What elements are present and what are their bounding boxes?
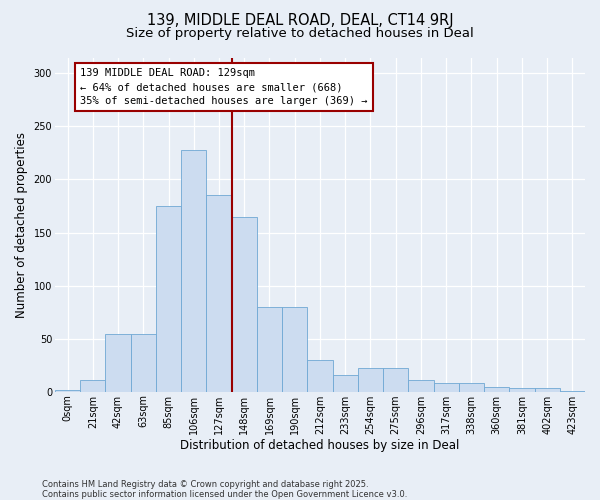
Bar <box>55 390 80 392</box>
Text: Size of property relative to detached houses in Deal: Size of property relative to detached ho… <box>126 28 474 40</box>
Bar <box>509 388 535 392</box>
Bar <box>80 380 106 392</box>
Bar <box>535 388 560 392</box>
Bar <box>484 388 509 392</box>
Bar <box>282 307 307 392</box>
Bar <box>232 216 257 392</box>
Bar <box>434 383 459 392</box>
Bar <box>307 360 332 392</box>
Bar <box>560 390 585 392</box>
Bar <box>131 334 156 392</box>
Bar <box>358 368 383 392</box>
Y-axis label: Number of detached properties: Number of detached properties <box>15 132 28 318</box>
Bar <box>332 374 358 392</box>
Bar <box>206 196 232 392</box>
Bar <box>409 380 434 392</box>
Bar <box>459 383 484 392</box>
Text: 139 MIDDLE DEAL ROAD: 129sqm
← 64% of detached houses are smaller (668)
35% of s: 139 MIDDLE DEAL ROAD: 129sqm ← 64% of de… <box>80 68 368 106</box>
Bar <box>257 307 282 392</box>
X-axis label: Distribution of detached houses by size in Deal: Distribution of detached houses by size … <box>180 440 460 452</box>
Bar <box>383 368 409 392</box>
Bar <box>106 334 131 392</box>
Bar <box>156 206 181 392</box>
Text: 139, MIDDLE DEAL ROAD, DEAL, CT14 9RJ: 139, MIDDLE DEAL ROAD, DEAL, CT14 9RJ <box>146 12 454 28</box>
Text: Contains HM Land Registry data © Crown copyright and database right 2025.
Contai: Contains HM Land Registry data © Crown c… <box>42 480 407 499</box>
Bar <box>181 150 206 392</box>
